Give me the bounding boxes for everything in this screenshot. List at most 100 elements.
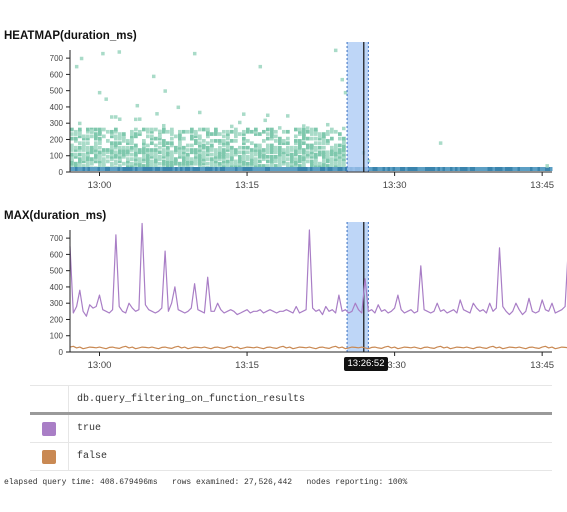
heatmap-baseline-cell [437, 167, 440, 171]
heatmap-cell [102, 148, 106, 152]
y-tick-label: 300 [50, 299, 64, 308]
heatmap-cell [82, 157, 86, 161]
heatmap-cell [206, 129, 210, 134]
heatmap-cell [250, 152, 254, 157]
heatmap-cell [134, 132, 138, 136]
heatmap-cell [282, 150, 286, 155]
heatmap-cell [326, 129, 330, 134]
heatmap-cell [86, 164, 90, 168]
heatmap-cell [198, 145, 202, 150]
heatmap-cell [298, 150, 302, 155]
heatmap-cell [174, 157, 178, 161]
heatmap-baseline-cell [137, 167, 140, 171]
heatmap-cell [246, 150, 250, 155]
heatmap-cell [182, 154, 186, 159]
heatmap-baseline-cell [250, 167, 253, 171]
heatmap-baseline-cell [320, 167, 323, 171]
heatmap-cell [302, 134, 306, 139]
heatmap-cell [278, 150, 282, 155]
heatmap-cell [134, 143, 138, 148]
heatmap-cell [302, 152, 306, 157]
heatmap-cell [282, 161, 286, 166]
heatmap-cell [274, 134, 278, 139]
heatmap-baseline-cell [277, 167, 280, 171]
heatmap-cell [310, 127, 314, 132]
heatmap-cell [334, 164, 338, 168]
heatmap-cell [134, 154, 138, 159]
heatmap-baseline-cell [212, 167, 215, 171]
heatmap-cell [294, 150, 298, 155]
heatmap-baseline-cell [300, 167, 303, 171]
heatmap-cell [150, 141, 154, 146]
heatmap-baseline-cell [420, 167, 423, 171]
heatmap-cell [202, 152, 206, 157]
heatmap-cell [214, 127, 218, 132]
heatmap-cell [194, 134, 198, 139]
heatmap-cell [330, 159, 334, 164]
heatmap-cell [286, 148, 290, 152]
legend-row-true[interactable]: true [30, 415, 552, 443]
max-duration-chart[interactable]: 0 100 200 300 400 500 600 700 13:00 13:15 13:45 3:3… [0, 222, 567, 372]
heatmap-cell [342, 157, 346, 161]
heatmap-cell [298, 157, 302, 161]
heatmap-cell [302, 159, 306, 164]
heatmap-baseline-cell [242, 167, 245, 171]
heatmap-baseline-cell [442, 167, 445, 171]
heatmap-cell [110, 134, 114, 139]
heatmap-cell [82, 136, 86, 141]
heatmap-cell [222, 164, 226, 168]
heatmap-cell [266, 132, 270, 136]
heatmap-cell [146, 127, 150, 132]
legend-row-false[interactable]: false [30, 443, 552, 471]
heatmap-cell [210, 159, 214, 164]
heatmap-cell [334, 161, 338, 166]
heatmap-cell [342, 161, 346, 166]
heatmap-chart[interactable]: 0 100 200 300 400 500 600 700 13:00 13:15 13:30 13:… [0, 42, 567, 192]
heatmap-point [155, 112, 159, 116]
heatmap-cell [102, 159, 106, 164]
heatmap-cell [234, 152, 238, 157]
heatmap-cell [186, 152, 190, 157]
heatmap-baseline-cell [175, 167, 178, 171]
x-tick-label: 13:15 [235, 360, 259, 371]
heatmap-cell [214, 129, 218, 134]
heatmap-cell [70, 143, 74, 148]
heatmap-cell [226, 154, 230, 159]
heatmap-baseline-cell [542, 167, 545, 171]
heatmap-cell [70, 161, 74, 166]
heatmap-cell [302, 157, 306, 161]
heatmap-baseline-cell [447, 167, 450, 171]
heatmap-baseline-cell [222, 167, 225, 171]
heatmap-cell [110, 152, 114, 157]
heatmap-baseline-cell [297, 167, 300, 171]
heatmap-cell [166, 154, 170, 159]
heatmap-cell [130, 157, 134, 161]
heatmap-cell [218, 148, 222, 152]
heatmap-cell [106, 148, 110, 152]
legend-swatch-cell [30, 443, 69, 470]
heatmap-cell [326, 164, 330, 168]
heatmap-cell [150, 154, 154, 159]
heatmap-baseline-cell [235, 167, 238, 171]
heatmap-cell [94, 136, 98, 141]
heatmap-cell [326, 150, 330, 155]
heatmap-cell [86, 145, 90, 150]
heatmap-cell [118, 159, 122, 164]
heatmap-point [438, 141, 443, 145]
heatmap-cell [158, 157, 162, 161]
heatmap-cell [306, 143, 310, 148]
heatmap-cell [282, 148, 286, 152]
heatmap-cell [154, 150, 158, 155]
heatmap-cell [314, 157, 318, 161]
heatmap-baseline-cell [100, 167, 103, 171]
heatmap-cell [342, 164, 346, 168]
heatmap-cell [302, 141, 306, 146]
heatmap-baseline-cell [305, 167, 308, 171]
heatmap-cell [338, 148, 342, 152]
heatmap-cell [254, 157, 258, 161]
heatmap-cell [270, 132, 274, 136]
heatmap-cell [166, 145, 170, 150]
heatmap-cell [210, 161, 214, 166]
heatmap-cell [322, 154, 326, 159]
heatmap-cell [342, 150, 346, 155]
